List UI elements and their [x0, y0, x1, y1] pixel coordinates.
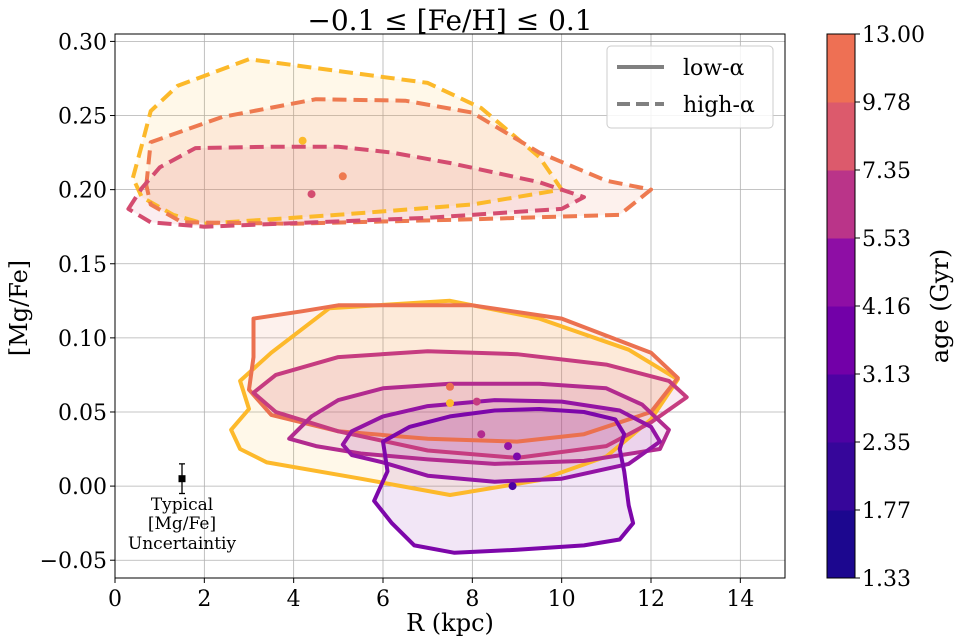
y-axis-label: [Mg/Fe] — [5, 260, 33, 356]
colorbar-tick-label: 4.16 — [862, 295, 911, 320]
colorbar-tick-label: 13.00 — [862, 23, 925, 48]
median-point — [477, 430, 486, 439]
colorbar-band — [827, 510, 855, 579]
high-alpha-contour — [144, 97, 653, 226]
uncertainty-annotation: Typical [Mg/Fe] Uncertaintiy — [128, 463, 237, 554]
colorbar-band — [827, 238, 855, 307]
colorbar: 1.33 1.77 2.35 3.13 4.16 5.53 7.35 9.78 13.00 — [826, 23, 925, 592]
low-alpha-contour — [372, 407, 636, 555]
y-tick-label: 0.30 — [58, 30, 107, 55]
colorbar-tick-label: 7.35 — [862, 159, 911, 184]
colorbar-band — [827, 34, 855, 103]
x-tick-label: 8 — [465, 587, 479, 612]
colorbar-tick-label: 2.35 — [862, 431, 911, 456]
median-point — [446, 399, 454, 408]
median-point — [307, 190, 316, 199]
median-point — [513, 452, 521, 461]
x-tick-label: 10 — [548, 587, 576, 612]
y-tick-label: 0.20 — [58, 179, 107, 204]
colorbar-band — [827, 442, 855, 511]
low-alpha-contour — [287, 381, 671, 466]
colorbar-band — [827, 374, 855, 443]
contour-fill — [132, 59, 562, 224]
contour-lines — [126, 57, 689, 555]
high-alpha-contour — [126, 144, 586, 229]
colorbar-tick-label: 1.33 — [862, 567, 911, 592]
y-tick-label: 0.25 — [58, 105, 107, 130]
annotation-line-2: [Mg/Fe] — [148, 514, 216, 534]
y-tick-label: 0.05 — [58, 401, 107, 426]
axes-frame — [114, 33, 786, 579]
low-alpha-contour — [340, 398, 662, 484]
low-alpha-contour — [247, 303, 680, 444]
chart-title: −0.1 ≤ [Fe/H] ≤ 0.1 — [307, 4, 592, 37]
x-axis-ticks: 0 2 4 6 8 10 12 14 — [108, 578, 754, 612]
x-tick-label: 2 — [197, 587, 211, 612]
x-tick-label: 12 — [637, 587, 665, 612]
colorbar-band — [827, 102, 855, 171]
y-axis-ticks: −0.05 0.00 0.05 0.10 0.15 0.20 0.25 0.30 — [40, 30, 115, 574]
colorbar-band — [827, 306, 855, 375]
colorbar-tick-label: 3.13 — [862, 363, 911, 388]
median-point — [338, 172, 347, 181]
x-tick-label: 4 — [287, 587, 301, 612]
median-points — [298, 136, 521, 491]
annotation-line-3: Uncertaintiy — [128, 534, 237, 554]
x-tick-label: 6 — [376, 587, 390, 612]
y-tick-label: −0.05 — [40, 549, 107, 574]
y-tick-label: 0.15 — [58, 253, 107, 278]
y-tick-label: 0.10 — [58, 327, 107, 352]
x-tick-label: 14 — [726, 587, 754, 612]
median-point — [298, 136, 307, 145]
legend: low-α high-α — [606, 45, 774, 129]
legend-label-low-alpha: low-α — [683, 56, 745, 81]
median-point — [508, 482, 517, 491]
annotation-line-1: Typical — [151, 495, 213, 515]
median-point — [504, 442, 513, 451]
uncertainty-marker — [178, 475, 186, 483]
x-tick-label: 0 — [108, 587, 122, 612]
colorbar-tick-label: 9.78 — [862, 91, 911, 116]
contour-fill — [128, 146, 584, 227]
colorbar-tick-label: 1.77 — [862, 499, 911, 524]
contour-fill — [146, 99, 652, 224]
median-point — [472, 397, 481, 406]
colorbar-band — [827, 170, 855, 239]
contour-fill — [253, 351, 687, 458]
y-tick-label: 0.00 — [58, 475, 107, 500]
x-axis-label: R (kpc) — [406, 609, 494, 637]
legend-label-high-alpha: high-α — [683, 93, 755, 118]
low-alpha-contour — [251, 349, 689, 460]
median-point — [446, 382, 454, 391]
colorbar-tick-label: 5.53 — [862, 227, 911, 252]
colorbar-label: age (Gyr) — [926, 249, 954, 363]
contour-fill — [249, 305, 678, 442]
